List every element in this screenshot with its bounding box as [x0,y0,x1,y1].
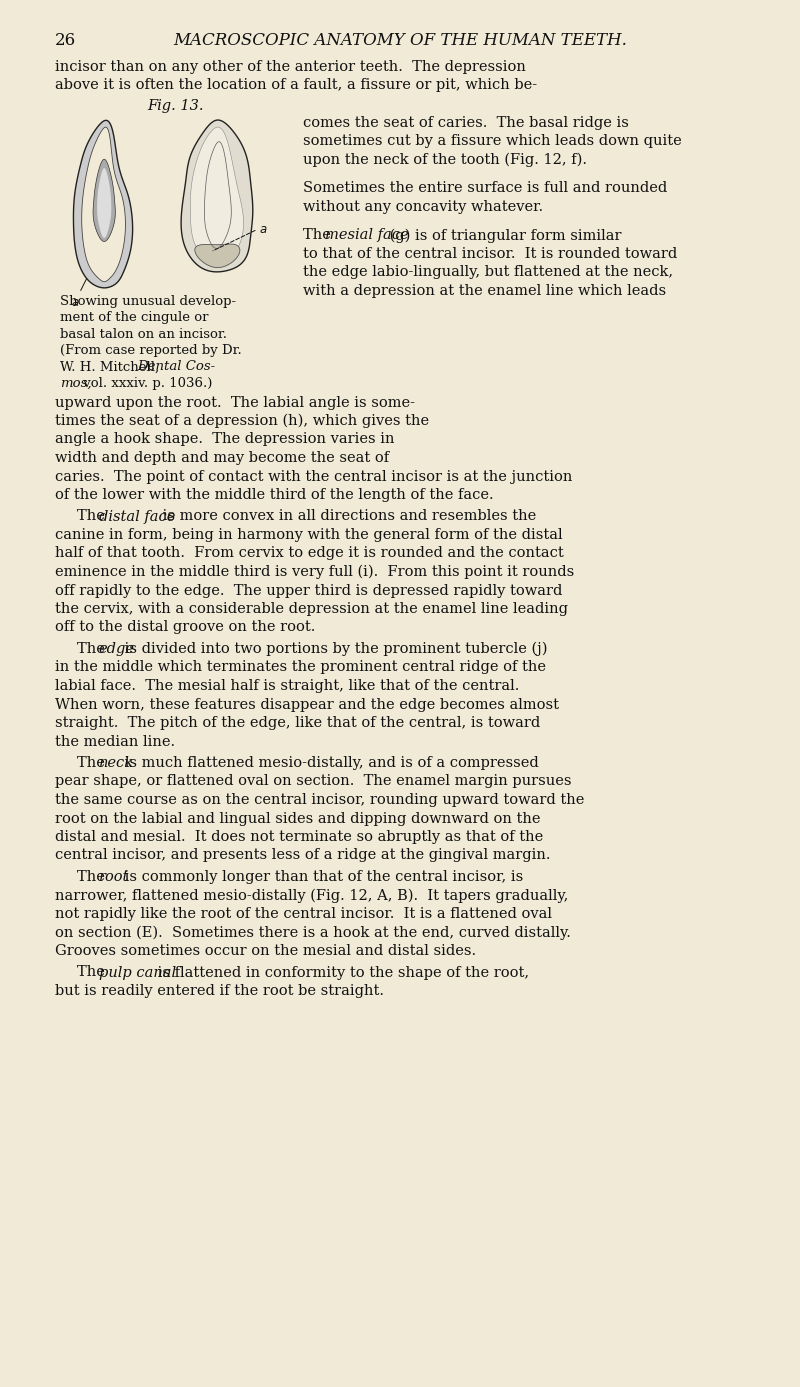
Text: The: The [303,229,335,243]
Text: Showing unusual develop-: Showing unusual develop- [60,294,236,308]
Text: basal talon on an incisor.: basal talon on an incisor. [60,327,227,340]
Text: central incisor, and presents less of a ridge at the gingival margin.: central incisor, and presents less of a … [55,849,550,863]
Text: is more convex in all directions and resembles the: is more convex in all directions and res… [158,509,536,523]
Text: upward upon the root.  The labial angle is some-: upward upon the root. The labial angle i… [55,395,415,409]
Polygon shape [82,128,126,282]
Text: The: The [77,965,110,979]
Polygon shape [97,168,111,239]
Polygon shape [190,128,243,259]
Text: The: The [77,756,110,770]
Text: the median line.: the median line. [55,735,175,749]
Text: (From case reported by Dr.: (From case reported by Dr. [60,344,242,356]
Text: mesial face: mesial face [325,229,409,243]
Text: straight.  The pitch of the edge, like that of the central, is toward: straight. The pitch of the edge, like th… [55,716,540,730]
Text: upon the neck of the tooth (Fig. 12, f).: upon the neck of the tooth (Fig. 12, f). [303,153,587,166]
Text: width and depth and may become the seat of: width and depth and may become the seat … [55,451,389,465]
Text: the edge labio-lingually, but flattened at the neck,: the edge labio-lingually, but flattened … [303,265,673,279]
Text: a: a [260,223,267,236]
Text: times the seat of a depression (h), which gives the: times the seat of a depression (h), whic… [55,413,429,429]
Text: edge: edge [98,642,134,656]
Polygon shape [195,244,240,268]
Text: caries.  The point of contact with the central incisor is at the junction: caries. The point of contact with the ce… [55,470,572,484]
Text: the cervix, with a considerable depression at the enamel line leading: the cervix, with a considerable depressi… [55,602,568,616]
Text: sometimes cut by a fissure which leads down quite: sometimes cut by a fissure which leads d… [303,135,682,148]
Text: with a depression at the enamel line which leads: with a depression at the enamel line whi… [303,284,666,298]
Text: of the lower with the middle third of the length of the face.: of the lower with the middle third of th… [55,488,494,502]
Polygon shape [74,121,133,288]
Text: The: The [77,642,110,656]
Text: Fig. 13.: Fig. 13. [146,98,203,112]
Text: comes the seat of caries.  The basal ridge is: comes the seat of caries. The basal ridg… [303,115,629,129]
Text: (g) is of triangular form similar: (g) is of triangular form similar [385,229,622,243]
Text: off rapidly to the edge.  The upper third is depressed rapidly toward: off rapidly to the edge. The upper third… [55,584,562,598]
Text: When worn, these features disappear and the edge becomes almost: When worn, these features disappear and … [55,698,559,712]
Text: MACROSCOPIC ANATOMY OF THE HUMAN TEETH.: MACROSCOPIC ANATOMY OF THE HUMAN TEETH. [173,32,627,49]
Text: Sometimes the entire surface is full and rounded: Sometimes the entire surface is full and… [303,182,667,196]
Text: labial face.  The mesial half is straight, like that of the central.: labial face. The mesial half is straight… [55,680,519,694]
Text: ment of the cingule or: ment of the cingule or [60,311,209,325]
Text: root on the labial and lingual sides and dipping downward on the: root on the labial and lingual sides and… [55,811,541,825]
Text: in the middle which terminates the prominent central ridge of the: in the middle which terminates the promi… [55,660,546,674]
Text: distal face: distal face [98,509,175,523]
Polygon shape [93,160,115,241]
Text: is commonly longer than that of the central incisor, is: is commonly longer than that of the cent… [120,870,523,884]
Text: is much flattened mesio-distally, and is of a compressed: is much flattened mesio-distally, and is… [120,756,539,770]
Text: incisor than on any other of the anterior teeth.  The depression: incisor than on any other of the anterio… [55,60,526,74]
Text: but is readily entered if the root be straight.: but is readily entered if the root be st… [55,983,384,999]
Text: W. H. Mitchell,: W. H. Mitchell, [60,361,163,373]
Text: half of that tooth.  From cervix to edge it is rounded and the contact: half of that tooth. From cervix to edge … [55,546,564,560]
Text: not rapidly like the root of the central incisor.  It is a flattened oval: not rapidly like the root of the central… [55,907,552,921]
Text: pear shape, or flattened oval on section.  The enamel margin pursues: pear shape, or flattened oval on section… [55,774,571,788]
Text: above it is often the location of a fault, a fissure or pit, which be-: above it is often the location of a faul… [55,79,537,93]
Text: root: root [98,870,129,884]
Text: off to the distal groove on the root.: off to the distal groove on the root. [55,620,315,634]
Text: The: The [77,509,110,523]
Text: a: a [71,279,86,309]
Text: canine in form, being in harmony with the general form of the distal: canine in form, being in harmony with th… [55,528,562,542]
Text: mos,: mos, [60,377,92,390]
Text: Grooves sometimes occur on the mesial and distal sides.: Grooves sometimes occur on the mesial an… [55,945,476,958]
Text: pulp canal: pulp canal [98,965,176,979]
Text: neck: neck [98,756,134,770]
Text: the same course as on the central incisor, rounding upward toward the: the same course as on the central inciso… [55,793,584,807]
Text: is flattened in conformity to the shape of the root,: is flattened in conformity to the shape … [153,965,529,979]
Polygon shape [181,121,253,272]
Text: narrower, flattened mesio-distally (Fig. 12, A, B).  It tapers gradually,: narrower, flattened mesio-distally (Fig.… [55,889,568,903]
Text: on section (E).  Sometimes there is a hook at the end, curved distally.: on section (E). Sometimes there is a hoo… [55,925,571,940]
Text: The: The [77,870,110,884]
Text: 26: 26 [55,32,76,49]
Text: to that of the central incisor.  It is rounded toward: to that of the central incisor. It is ro… [303,247,678,261]
Text: angle a hook shape.  The depression varies in: angle a hook shape. The depression varie… [55,433,394,447]
Text: Dental Cos-: Dental Cos- [138,361,216,373]
Text: vol. xxxiv. p. 1036.): vol. xxxiv. p. 1036.) [79,377,213,390]
Text: without any concavity whatever.: without any concavity whatever. [303,200,543,214]
Text: eminence in the middle third is very full (i).  From this point it rounds: eminence in the middle third is very ful… [55,565,574,580]
Text: is divided into two portions by the prominent tubercle (j): is divided into two portions by the prom… [120,642,548,656]
Text: distal and mesial.  It does not terminate so abruptly as that of the: distal and mesial. It does not terminate… [55,829,543,845]
